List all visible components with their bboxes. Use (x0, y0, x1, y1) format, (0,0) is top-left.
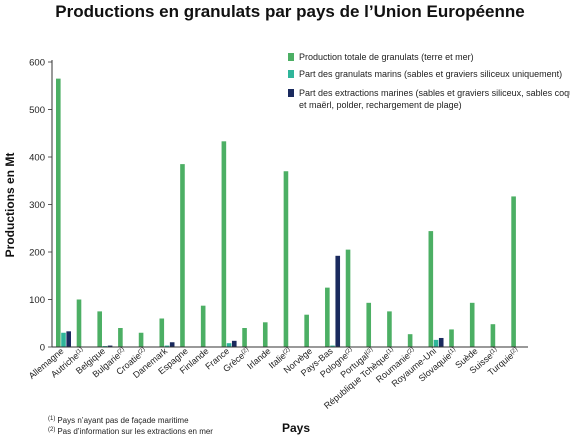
y-axis-ticks: 0 100 200 300 400 500 600 (29, 58, 52, 354)
chart-title: Productions en granulats par pays de l’U… (55, 2, 524, 21)
x-axis-label: Pays (282, 421, 310, 435)
y-tick-label: 300 (29, 200, 45, 211)
bar-total (449, 329, 454, 347)
bar-extractions (107, 345, 113, 347)
bar-total (242, 328, 247, 347)
bar-total (428, 231, 434, 347)
legend: Production totale de granulats (terre et… (288, 52, 570, 110)
y-axis-label: Productions en Mt (3, 153, 17, 258)
axes (51, 60, 528, 348)
bar-total (56, 78, 61, 348)
bars-group (56, 78, 516, 348)
bar-marins (433, 339, 439, 348)
y-tick-label: 100 (29, 295, 45, 306)
legend-swatch (288, 70, 294, 78)
bar-total (97, 311, 102, 348)
bar-total (387, 311, 392, 348)
legend-label: et maërl, polder, rechargement de plage) (299, 100, 462, 110)
bar-total (159, 318, 165, 347)
bar-total (180, 164, 185, 347)
legend-swatch (288, 53, 294, 61)
footnotes: (1) Pays n’ayant pas de façade maritime (2… (48, 416, 213, 436)
bar-total (490, 324, 496, 347)
y-tick-label: 200 (29, 248, 45, 259)
bar-total (262, 322, 268, 347)
bar-total (304, 314, 309, 347)
bar-total (200, 305, 206, 347)
bar-marins (61, 332, 66, 347)
legend-label: Part des granulats marins (sables et gra… (299, 69, 562, 79)
bar-total (345, 249, 351, 348)
bar-marins (226, 343, 232, 347)
bar-extractions (335, 255, 341, 347)
bar-extractions (231, 340, 237, 347)
footnote: (1) Pays n’ayant pas de façade maritime (48, 416, 189, 425)
legend-label: Part des extractions marines (sables et … (299, 88, 570, 98)
bar-total (221, 141, 227, 347)
bar-total (283, 171, 289, 347)
bar-total (76, 299, 82, 347)
bar-total (366, 302, 372, 347)
footnote: (2) Pas d’information sur les extractions… (48, 427, 213, 436)
bar-total (138, 332, 144, 347)
x-axis-tick-labels: AllemagneAutriche(1)BelgiqueBulgarie(2)C… (27, 346, 519, 411)
bar-total (118, 328, 123, 347)
legend-label: Production totale de granulats (terre et… (299, 52, 474, 62)
bar-marins (164, 345, 170, 347)
bar-total (469, 302, 475, 347)
legend-swatch (288, 89, 294, 97)
bar-extractions (66, 331, 71, 347)
bar-total (407, 334, 413, 347)
bar-extractions (438, 337, 444, 347)
x-tick-label: Irlande (245, 346, 273, 371)
bar-extractions (169, 342, 175, 347)
y-tick-label: 500 (29, 105, 45, 116)
bar-total (325, 287, 330, 348)
y-tick-label: 600 (29, 58, 45, 69)
bar-marins (330, 345, 335, 347)
y-tick-label: 400 (29, 153, 45, 164)
y-tick-label: 0 (40, 343, 45, 354)
bar-total (511, 196, 516, 347)
